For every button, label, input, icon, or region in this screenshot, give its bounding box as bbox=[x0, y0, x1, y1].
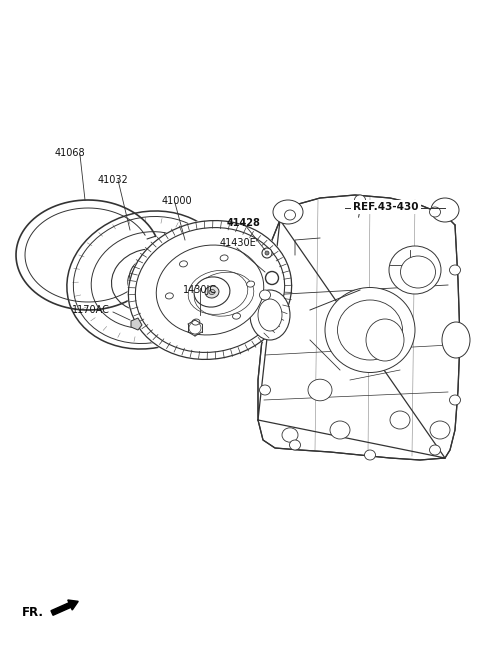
Text: 1170AC: 1170AC bbox=[72, 305, 110, 315]
Ellipse shape bbox=[247, 281, 254, 287]
Ellipse shape bbox=[430, 207, 441, 217]
Ellipse shape bbox=[442, 322, 470, 358]
Polygon shape bbox=[131, 318, 142, 330]
Ellipse shape bbox=[71, 214, 225, 346]
Ellipse shape bbox=[431, 198, 459, 222]
Polygon shape bbox=[258, 195, 460, 460]
Ellipse shape bbox=[389, 246, 441, 294]
Ellipse shape bbox=[192, 319, 200, 325]
Ellipse shape bbox=[180, 261, 188, 267]
FancyArrow shape bbox=[51, 600, 78, 616]
Ellipse shape bbox=[282, 428, 298, 442]
Ellipse shape bbox=[289, 440, 300, 450]
Ellipse shape bbox=[355, 195, 365, 205]
Ellipse shape bbox=[390, 411, 410, 429]
Ellipse shape bbox=[209, 290, 215, 294]
Ellipse shape bbox=[265, 251, 269, 255]
Ellipse shape bbox=[127, 219, 293, 361]
Text: 41428: 41428 bbox=[227, 218, 261, 228]
Ellipse shape bbox=[364, 450, 375, 460]
Text: 1430JC: 1430JC bbox=[183, 285, 217, 295]
Ellipse shape bbox=[205, 286, 219, 298]
Ellipse shape bbox=[135, 227, 285, 352]
Ellipse shape bbox=[248, 294, 272, 326]
Ellipse shape bbox=[189, 322, 201, 334]
Ellipse shape bbox=[449, 395, 460, 405]
Ellipse shape bbox=[156, 245, 264, 335]
Ellipse shape bbox=[166, 293, 173, 299]
Text: 41032: 41032 bbox=[98, 175, 129, 185]
Ellipse shape bbox=[366, 319, 404, 361]
Ellipse shape bbox=[430, 421, 450, 439]
Ellipse shape bbox=[258, 299, 282, 331]
Ellipse shape bbox=[285, 210, 296, 220]
Ellipse shape bbox=[273, 200, 303, 224]
Ellipse shape bbox=[262, 248, 272, 258]
Ellipse shape bbox=[449, 265, 460, 275]
Ellipse shape bbox=[337, 300, 403, 360]
Text: 41430E: 41430E bbox=[220, 238, 257, 248]
Text: REF.43-430: REF.43-430 bbox=[353, 202, 419, 212]
Ellipse shape bbox=[330, 421, 350, 439]
Ellipse shape bbox=[250, 290, 290, 340]
Ellipse shape bbox=[325, 288, 415, 373]
Ellipse shape bbox=[220, 255, 228, 261]
Text: FR.: FR. bbox=[22, 606, 44, 620]
Ellipse shape bbox=[260, 385, 271, 395]
Ellipse shape bbox=[260, 290, 271, 300]
Ellipse shape bbox=[400, 256, 435, 288]
Ellipse shape bbox=[194, 277, 230, 307]
Ellipse shape bbox=[232, 313, 240, 319]
Ellipse shape bbox=[308, 379, 332, 401]
Text: 41000: 41000 bbox=[162, 196, 192, 206]
Ellipse shape bbox=[129, 256, 177, 294]
Ellipse shape bbox=[430, 445, 441, 455]
Text: 41068: 41068 bbox=[55, 148, 85, 158]
